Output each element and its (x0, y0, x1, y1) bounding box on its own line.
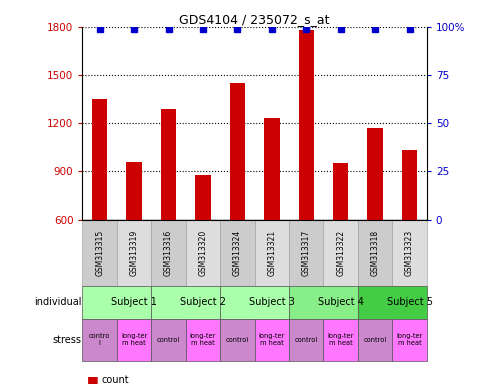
Text: GSM313318: GSM313318 (370, 230, 379, 276)
Bar (185, 220, 220, 286)
Title: GDS4104 / 235072_s_at: GDS4104 / 235072_s_at (179, 13, 329, 26)
Text: GSM313324: GSM313324 (232, 230, 242, 276)
Text: Subject 4: Subject 4 (317, 297, 363, 307)
Bar (220, 319, 254, 361)
Bar (82, 286, 151, 319)
Bar (333, 163, 348, 220)
Bar (254, 319, 288, 361)
Bar (392, 319, 426, 361)
Text: long-ter
m heat: long-ter m heat (327, 333, 353, 346)
Text: ■: ■ (87, 374, 99, 384)
Bar (151, 319, 185, 361)
Bar (357, 319, 392, 361)
Bar (161, 109, 176, 220)
Bar (288, 286, 357, 319)
Bar (195, 175, 210, 220)
Text: control: control (363, 337, 386, 343)
Text: contro
l: contro l (89, 333, 110, 346)
Text: Subject 3: Subject 3 (248, 297, 294, 307)
Text: GSM313323: GSM313323 (404, 230, 413, 276)
Bar (392, 220, 426, 286)
Bar (151, 286, 220, 319)
Bar (357, 220, 392, 286)
Text: long-ter
m heat: long-ter m heat (258, 333, 285, 346)
Bar (401, 151, 416, 220)
Bar (254, 220, 288, 286)
Bar (298, 30, 313, 220)
Text: Subject 1: Subject 1 (111, 297, 157, 307)
Text: control: control (226, 337, 248, 343)
Bar (82, 220, 117, 286)
Bar (288, 220, 323, 286)
Text: stress: stress (53, 335, 82, 345)
Text: GSM313316: GSM313316 (164, 230, 173, 276)
Bar (229, 83, 244, 220)
Text: long-ter
m heat: long-ter m heat (121, 333, 147, 346)
Bar (288, 319, 323, 361)
Bar (117, 220, 151, 286)
Text: GSM313320: GSM313320 (198, 230, 207, 276)
Bar (92, 99, 107, 220)
Text: count: count (102, 375, 129, 384)
Text: control: control (294, 337, 317, 343)
Text: GSM313322: GSM313322 (335, 230, 345, 276)
Text: GSM313319: GSM313319 (129, 230, 138, 276)
Bar (126, 162, 141, 220)
Text: Subject 5: Subject 5 (386, 297, 432, 307)
Text: long-ter
m heat: long-ter m heat (189, 333, 216, 346)
Text: individual: individual (34, 297, 82, 307)
Text: GSM313321: GSM313321 (267, 230, 276, 276)
Text: long-ter
m heat: long-ter m heat (395, 333, 422, 346)
Bar (323, 220, 357, 286)
Bar (220, 286, 288, 319)
Bar (264, 118, 279, 220)
Bar (185, 319, 220, 361)
Bar (323, 319, 357, 361)
Text: control: control (157, 337, 180, 343)
Bar (151, 220, 185, 286)
Bar (220, 220, 254, 286)
Text: GSM313317: GSM313317 (301, 230, 310, 276)
Text: Subject 2: Subject 2 (180, 297, 226, 307)
Bar (82, 319, 117, 361)
Bar (117, 319, 151, 361)
Bar (357, 286, 426, 319)
Text: GSM313315: GSM313315 (95, 230, 104, 276)
Bar (367, 128, 382, 220)
